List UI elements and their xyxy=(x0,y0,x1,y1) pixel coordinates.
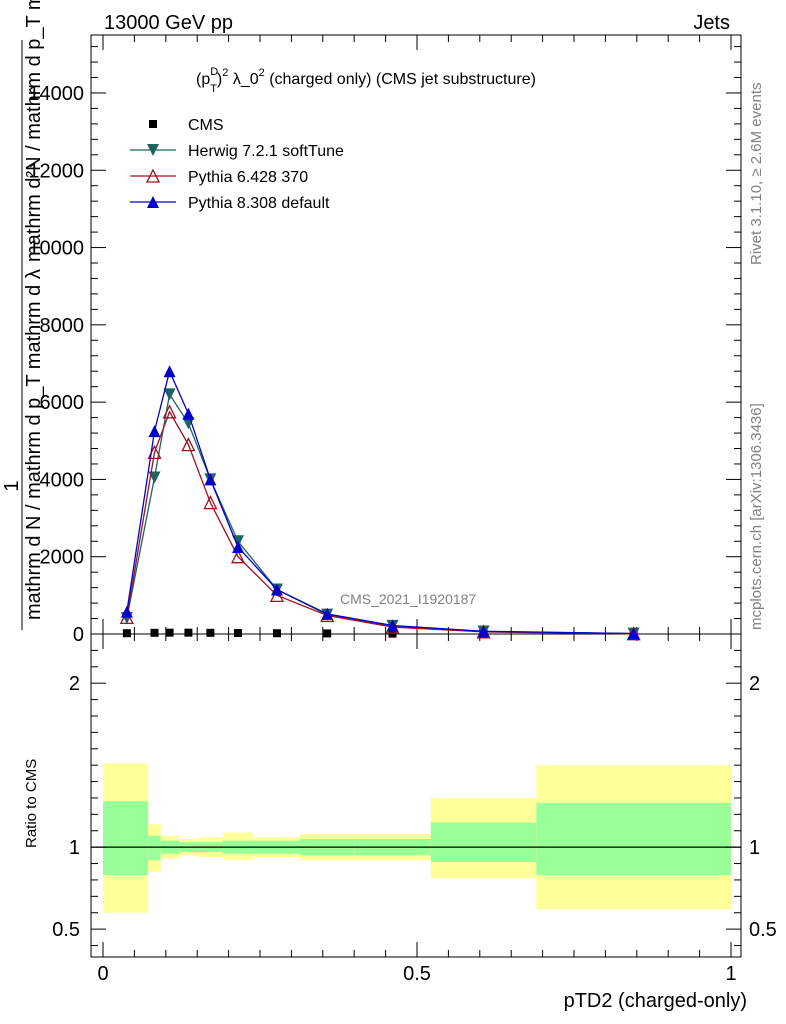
data-point-pythia-8-308-default xyxy=(321,607,334,620)
data-point-cms xyxy=(323,629,332,638)
legend-entry: Herwig 7.2.1 softTune xyxy=(188,143,344,160)
ratio-y-tick-label: 0.5 xyxy=(52,919,80,941)
legend-entry: Pythia 8.308 default xyxy=(188,195,330,212)
y-tick-label: 10000 xyxy=(28,238,84,260)
data-point-cms xyxy=(272,629,281,638)
data-point-cms xyxy=(184,628,193,637)
ratio-bands xyxy=(91,763,741,913)
ratio-axis-ticks: 0.5 0.5 1 1 2 2 0 0.5 1 xyxy=(52,634,777,985)
data-point-pythia-8-308-default xyxy=(182,407,195,420)
y-tick-label: 12000 xyxy=(28,160,84,182)
legend-entry: CMS xyxy=(188,117,224,134)
data-point-pythia-8-308-default xyxy=(477,625,490,638)
series-layer xyxy=(119,365,641,641)
data-point-pythia-8-308-default xyxy=(204,473,217,486)
data-point-pythia-8-308-default xyxy=(232,541,245,554)
x-tick-label: 1 xyxy=(725,963,736,985)
ratio-plot-frame xyxy=(90,633,742,958)
data-point-cms xyxy=(206,628,215,637)
x-tick-label: 0 xyxy=(97,963,108,985)
ratio-inner-band xyxy=(148,835,161,861)
legend: CMS Herwig 7.2.1 softTune Pythia 6.428 370… xyxy=(130,117,344,212)
data-point-pythia-6-428-370 xyxy=(203,495,218,510)
data-point-pythia-6-428-370 xyxy=(181,437,196,452)
y-tick-label: 0 xyxy=(73,624,84,646)
data-point-pythia-8-308-default xyxy=(386,619,399,632)
ratio-y-tick-label-right: 1 xyxy=(749,837,760,859)
data-point-cms xyxy=(165,628,174,637)
data-point-herwig-7-2-1-softtune xyxy=(163,388,176,401)
ratio-y-label: Ratio to CMS xyxy=(23,759,40,848)
y-tick-label: 8000 xyxy=(40,315,85,337)
series-line-pythia-6-428-370 xyxy=(126,410,634,635)
y-tick-label: 14000 xyxy=(28,83,84,105)
legend-marker xyxy=(145,168,161,183)
y-label-dd-text: mathrm d²N / mathrm d p_T mathrm d lambd… xyxy=(23,0,45,262)
ratio-inner-band xyxy=(536,802,731,876)
ratio-inner-band xyxy=(430,822,537,862)
category-label: Jets xyxy=(693,12,730,34)
y-tick-label: 2000 xyxy=(40,547,85,569)
data-point-pythia-8-308-default xyxy=(120,605,133,618)
data-point-cms xyxy=(150,628,159,637)
ratio-y-tick-label-right: 0.5 xyxy=(749,919,777,941)
mcplots-label: mcplots.cern.ch [arXiv:1306.3436] xyxy=(748,403,765,630)
data-point-pythia-8-308-default xyxy=(148,425,161,438)
energy-label: 13000 GeV pp xyxy=(104,12,233,34)
y-label-numerator: 1 xyxy=(1,480,23,491)
data-point-herwig-7-2-1-softtune xyxy=(148,471,161,484)
legend-marker xyxy=(147,144,159,156)
x-tick-label: 0.5 xyxy=(403,963,431,985)
y-tick-label: 4000 xyxy=(40,469,85,491)
ratio-inner-band xyxy=(103,801,149,876)
legend-entry: Pythia 6.428 370 xyxy=(188,169,308,186)
chart-title: (pD T)2 λ_02 (charged only) (CMS jet subs… xyxy=(196,66,536,95)
main-y-label: 1 mathrm d N / mathrm d p_T mathrm d λ m… xyxy=(1,0,45,630)
data-point-pythia-6-428-370 xyxy=(162,404,177,419)
y-tick-label: 6000 xyxy=(40,392,85,414)
data-point-herwig-7-2-1-softtune xyxy=(182,417,195,430)
data-point-pythia-8-308-default xyxy=(627,627,640,640)
analysis-watermark: CMS_2021_I1920187 xyxy=(340,591,476,607)
legend-marker xyxy=(149,120,157,128)
data-point-cms xyxy=(234,629,243,638)
data-point-pythia-8-308-default xyxy=(270,583,283,596)
main-axis-ticks: 0 2000 4000 6000 8000 10000 12000 14000 xyxy=(28,35,741,646)
legend-marker xyxy=(147,196,159,208)
x-axis-label: pTD2 (charged-only) xyxy=(564,990,747,1012)
data-point-pythia-6-428-370 xyxy=(230,549,246,564)
ratio-y-tick-label: 2 xyxy=(69,673,80,695)
ratio-y-tick-label: 1 xyxy=(69,837,80,859)
data-point-pythia-8-308-default xyxy=(163,365,176,378)
y-label-denominator: mathrm d N / mathrm d p_T mathrm d λ xyxy=(23,269,45,620)
ratio-y-tick-label-right: 2 xyxy=(749,673,760,695)
rivet-label: Rivet 3.1.10, ≥ 2.6M events xyxy=(748,83,765,266)
data-point-cms xyxy=(122,629,131,638)
